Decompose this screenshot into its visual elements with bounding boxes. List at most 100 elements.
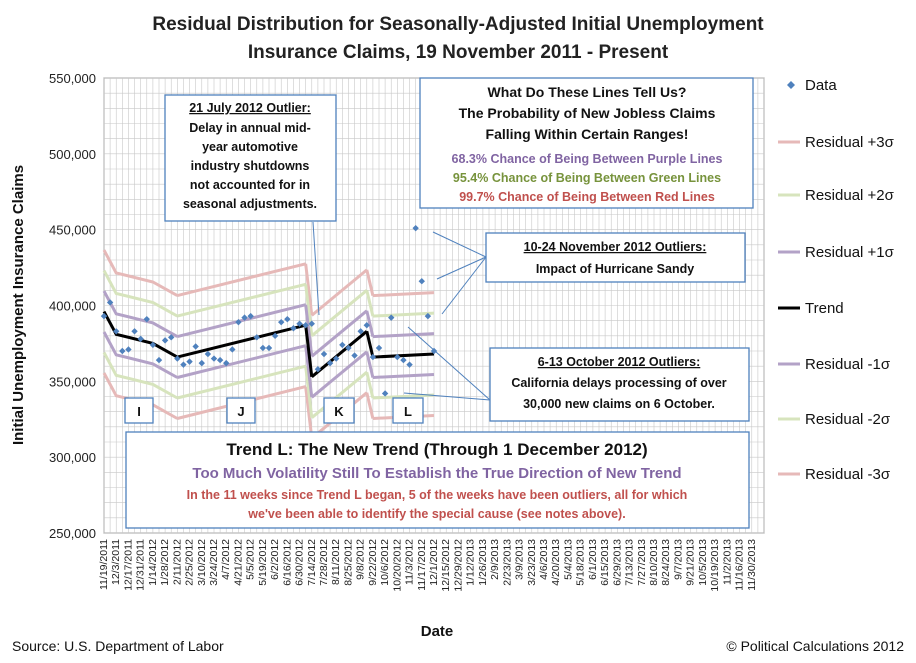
x-tick-label: 9/7/2013	[672, 539, 684, 580]
residual-2sigma-connector	[304, 284, 314, 337]
y-tick-label: 550,000	[49, 71, 96, 86]
data-point	[345, 344, 352, 352]
y-axis-label: Initial Unemployment Insurance Claims	[10, 165, 27, 445]
legend-label: Residual +1σ	[805, 244, 895, 261]
data-point	[155, 356, 163, 364]
data-point	[400, 356, 407, 364]
residual-2sigma-upper-line	[102, 269, 179, 318]
x-tick-label: 3/24/2012	[208, 539, 220, 586]
residual-2sigma-connector	[365, 371, 375, 399]
data-point	[351, 352, 358, 359]
lines-box-red: 99.7% Chance of Being Between Red Lines	[459, 190, 715, 204]
y-tick-label: 250,000	[49, 526, 96, 541]
x-tick-label: 4/21/2012	[232, 539, 244, 586]
residual-1sigma-connector	[304, 304, 314, 357]
arrow-oct-2	[403, 392, 491, 401]
y-tick-label: 350,000	[49, 374, 96, 389]
data-point	[119, 347, 126, 355]
x-axis-label: Date	[421, 623, 454, 640]
data-point	[180, 361, 187, 368]
trend-label-j: J	[226, 397, 256, 424]
data-point	[290, 325, 297, 332]
x-tick-label: 1/28/2012	[159, 539, 171, 586]
residual-3sigma-connector	[365, 269, 375, 296]
legend-label: Residual +2σ	[805, 187, 895, 204]
x-tick-label: 5/4/2013	[562, 539, 574, 580]
x-tick-label: 10/19/2013	[709, 539, 721, 592]
x-tick-label: 9/8/2012	[355, 539, 367, 580]
x-tick-label: 9/22/2012	[367, 539, 379, 586]
x-tick-label: 8/24/2013	[660, 539, 672, 586]
x-tick-label: 10/6/2012	[379, 539, 391, 586]
july-line-4: industry shutdowns	[191, 159, 310, 173]
data-point	[357, 328, 364, 335]
x-tick-label: 12/1/2012	[428, 539, 440, 586]
y-tick-label: 300,000	[49, 450, 96, 465]
data-point	[125, 346, 132, 353]
y-axis-ticks: 250,000 300,000 350,000 400,000 450,000 500,0…	[49, 71, 96, 541]
arrow-nov-2	[436, 256, 487, 280]
data-point	[241, 314, 248, 321]
x-tick-label: 12/3/2011	[110, 539, 122, 585]
data-point	[333, 355, 340, 362]
residual-2sigma-lower-line	[310, 371, 368, 419]
july-line-3: year automotive	[202, 140, 298, 154]
october-line-3: 30,000 new claims on 6 October.	[523, 397, 715, 411]
residual-1sigma-connector	[365, 351, 375, 378]
lines-box-green: 95.4% Chance of Being Between Green Line…	[453, 171, 721, 185]
residual-2sigma-lower-line	[372, 393, 435, 400]
chart-title-line-2: Insurance Claims, 19 November 2011 - Pre…	[248, 42, 669, 63]
july-line-5: not accounted for in	[190, 178, 310, 192]
x-tick-label: 10/5/2013	[697, 539, 709, 586]
residual-3sigma-upper-line	[372, 291, 435, 298]
data-points	[100, 224, 438, 397]
data-point	[302, 322, 309, 329]
july-line-1: 21 July 2012 Outlier:	[189, 101, 311, 115]
data-point	[229, 346, 236, 353]
x-tick-label: 4/6/2013	[538, 539, 550, 580]
data-point	[174, 355, 181, 362]
y-tick-label: 450,000	[49, 223, 96, 238]
residual-2sigma-upper-line	[310, 289, 368, 337]
data-point	[363, 322, 370, 329]
residual-1sigma-lower-line	[176, 344, 307, 379]
x-tick-label: 7/28/2012	[318, 539, 330, 586]
trend-l-line-1: In the 11 weeks since Trend L began, 5 o…	[187, 488, 688, 502]
trend-label-i-text: I	[137, 404, 141, 419]
x-tick-label: 11/16/2013	[734, 539, 746, 591]
data-point	[278, 318, 285, 326]
x-tick-label: 6/15/2013	[599, 539, 611, 586]
data-point	[406, 361, 413, 368]
trend-l-subtitle: Too Much Volatility Still To Establish t…	[192, 465, 681, 482]
data-point	[161, 337, 169, 344]
x-tick-label: 9/21/2013	[685, 539, 697, 586]
data-point	[265, 344, 273, 352]
x-tick-label: 10/20/2012	[391, 539, 403, 592]
x-tick-label: 12/17/2011	[122, 539, 134, 591]
data-point	[430, 347, 438, 355]
x-tick-label: 7/14/2012	[306, 539, 318, 586]
residual-3sigma-upper-line	[102, 249, 179, 297]
annotation-november-outliers: 10-24 November 2012 Outliers: Impact of …	[485, 232, 746, 283]
data-point	[412, 224, 419, 232]
x-tick-label: 1/12/2013	[465, 539, 477, 586]
arrow-july	[312, 221, 320, 316]
data-point	[198, 359, 205, 367]
x-tick-label: 11/30/2013	[746, 539, 758, 591]
data-point	[284, 315, 291, 323]
residual-1sigma-upper-line	[310, 309, 368, 358]
copyright-note: © Political Calculations 2012	[726, 638, 904, 654]
residual-3sigma-upper-line	[176, 262, 307, 298]
trend-label-k: K	[323, 397, 355, 424]
x-tick-label: 6/1/2013	[587, 539, 599, 580]
x-tick-label: 12/29/2012	[452, 539, 464, 592]
x-tick-label: 5/5/2012	[245, 539, 257, 580]
residual-3sigma-connector	[365, 392, 375, 419]
x-tick-label: 4/20/2013	[550, 539, 562, 586]
trend-label-j-text: J	[237, 404, 244, 419]
source-note: Source: U.S. Department of Labor	[12, 638, 224, 654]
data-point	[253, 334, 260, 341]
trend-label-l-text: L	[404, 404, 412, 419]
trend-lines	[102, 310, 435, 378]
data-point	[388, 314, 395, 321]
